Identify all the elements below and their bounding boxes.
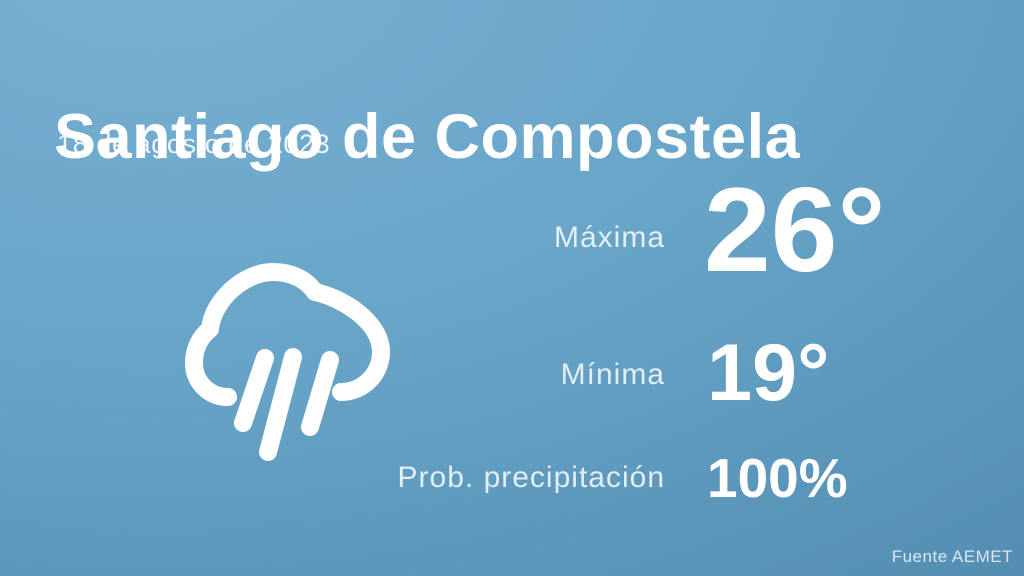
rain-streak	[234, 349, 274, 432]
cloud-rain-icon	[185, 263, 390, 461]
rain-streak	[301, 351, 339, 436]
min-temp-label: Mínima	[560, 358, 665, 391]
source-attribution: Fuente AEMET	[891, 547, 1013, 566]
forecast-date: 18 de agosto de 2023	[57, 129, 331, 159]
rain-streak	[259, 348, 302, 461]
max-temp-value: 26°	[704, 163, 886, 297]
page-title: Santiago de Compostela	[54, 102, 801, 173]
cloud-outline	[185, 263, 390, 406]
precipitation-probability-label: Prob. precipitación	[397, 461, 665, 494]
precipitation-probability-value: 100%	[707, 447, 848, 509]
max-temp-label: Máxima	[553, 221, 665, 254]
min-temp-value: 19°	[707, 328, 830, 418]
